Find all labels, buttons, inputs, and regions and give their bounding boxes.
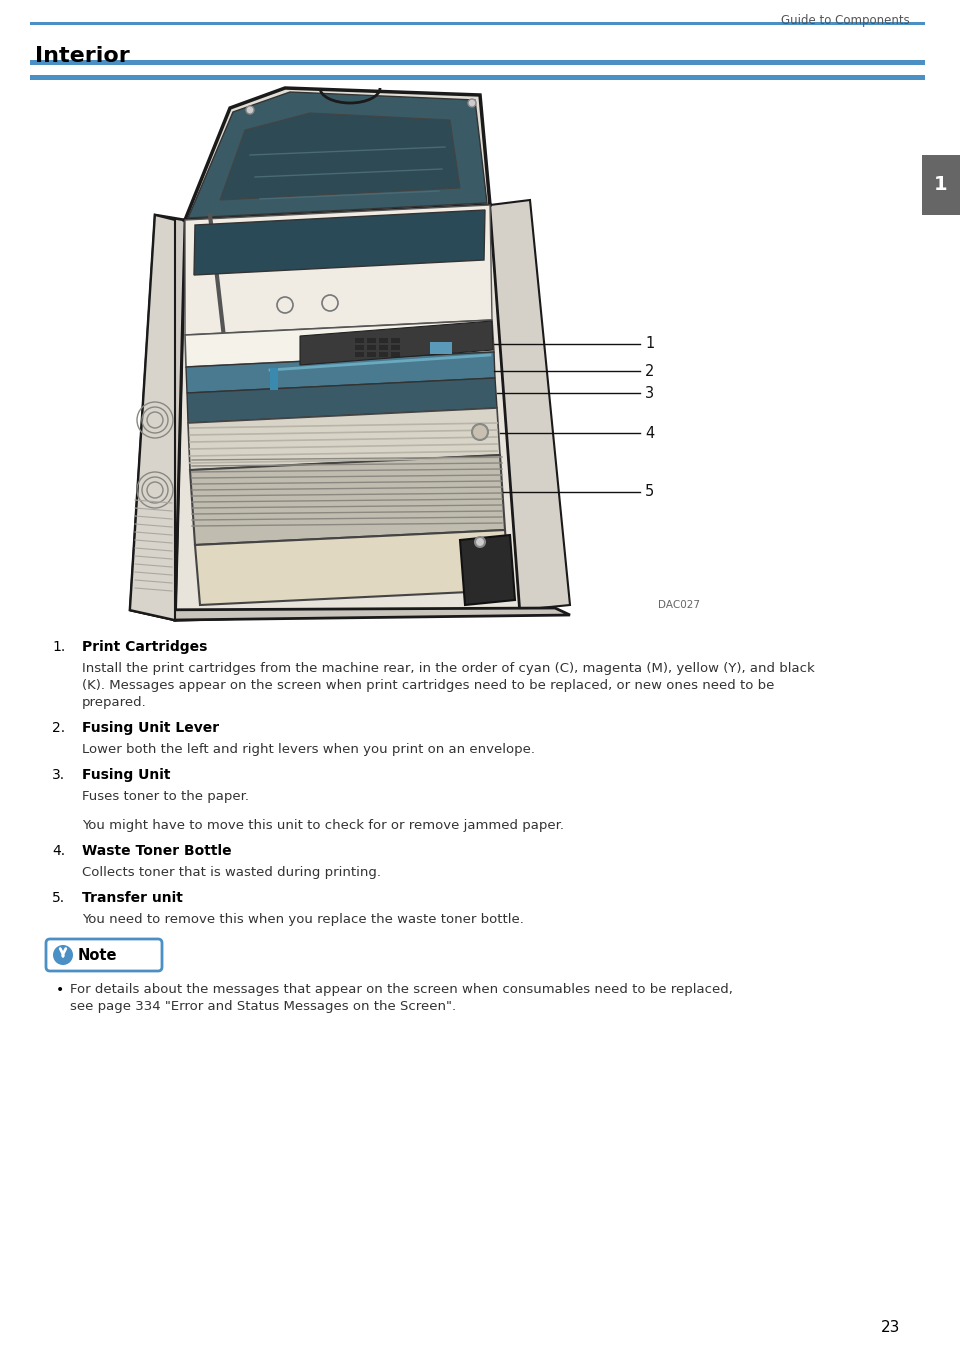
Bar bbox=[355, 339, 364, 343]
Bar bbox=[30, 75, 925, 80]
Text: see page 334 "Error and Status Messages on the Screen".: see page 334 "Error and Status Messages … bbox=[70, 1000, 456, 1013]
Text: •: • bbox=[56, 983, 64, 997]
Polygon shape bbox=[186, 352, 495, 393]
Bar bbox=[30, 22, 925, 24]
Text: Collects toner that is wasted during printing.: Collects toner that is wasted during pri… bbox=[82, 866, 381, 879]
Polygon shape bbox=[185, 205, 492, 335]
Text: 1.: 1. bbox=[52, 641, 65, 654]
Bar bbox=[379, 339, 388, 343]
Text: Interior: Interior bbox=[35, 46, 130, 67]
Text: For details about the messages that appear on the screen when consumables need t: For details about the messages that appe… bbox=[70, 983, 732, 996]
Bar bbox=[355, 345, 364, 350]
Polygon shape bbox=[194, 209, 485, 275]
Polygon shape bbox=[195, 530, 510, 605]
Polygon shape bbox=[490, 200, 570, 611]
Text: (K). Messages appear on the screen when print cartridges need to be replaced, or: (K). Messages appear on the screen when … bbox=[82, 679, 775, 692]
Polygon shape bbox=[188, 408, 500, 471]
Text: 2.: 2. bbox=[52, 721, 65, 734]
Bar bbox=[922, 155, 960, 215]
Text: Transfer unit: Transfer unit bbox=[82, 891, 182, 904]
Polygon shape bbox=[185, 320, 494, 367]
Text: Install the print cartridges from the machine rear, in the order of cyan (C), ma: Install the print cartridges from the ma… bbox=[82, 662, 815, 675]
Bar bbox=[367, 339, 376, 343]
Text: Fusing Unit: Fusing Unit bbox=[82, 768, 171, 782]
Bar bbox=[391, 339, 400, 343]
Text: Note: Note bbox=[78, 948, 117, 963]
Polygon shape bbox=[185, 88, 490, 220]
Polygon shape bbox=[220, 113, 460, 200]
Bar bbox=[379, 345, 388, 350]
Bar bbox=[430, 341, 452, 354]
Text: Waste Toner Bottle: Waste Toner Bottle bbox=[82, 845, 231, 858]
Text: 1: 1 bbox=[645, 336, 655, 351]
Bar bbox=[270, 369, 278, 390]
Text: prepared.: prepared. bbox=[82, 696, 147, 709]
Bar bbox=[367, 345, 376, 350]
Text: DAC027: DAC027 bbox=[658, 600, 700, 611]
Bar bbox=[30, 60, 925, 65]
Polygon shape bbox=[175, 205, 520, 620]
Polygon shape bbox=[190, 456, 505, 545]
Text: 5.: 5. bbox=[52, 891, 65, 904]
Bar bbox=[367, 352, 376, 356]
Text: You need to remove this when you replace the waste toner bottle.: You need to remove this when you replace… bbox=[82, 913, 524, 926]
Text: You might have to move this unit to check for or remove jammed paper.: You might have to move this unit to chec… bbox=[82, 819, 564, 832]
Polygon shape bbox=[460, 534, 515, 605]
Circle shape bbox=[53, 945, 73, 966]
Text: 2: 2 bbox=[645, 363, 655, 378]
Circle shape bbox=[246, 106, 254, 114]
Text: 4.: 4. bbox=[52, 845, 65, 858]
Bar bbox=[391, 345, 400, 350]
Polygon shape bbox=[300, 321, 493, 364]
Text: Print Cartridges: Print Cartridges bbox=[82, 641, 207, 654]
Text: Fuses toner to the paper.: Fuses toner to the paper. bbox=[82, 790, 249, 802]
Text: 23: 23 bbox=[880, 1321, 900, 1336]
Polygon shape bbox=[130, 608, 570, 620]
Polygon shape bbox=[188, 92, 487, 218]
FancyBboxPatch shape bbox=[46, 938, 162, 971]
Circle shape bbox=[472, 424, 488, 441]
Polygon shape bbox=[130, 215, 185, 620]
Circle shape bbox=[475, 537, 485, 547]
Text: Fusing Unit Lever: Fusing Unit Lever bbox=[82, 721, 219, 734]
Text: 1: 1 bbox=[934, 175, 948, 194]
Text: 3: 3 bbox=[645, 385, 654, 400]
Text: Lower both the left and right levers when you print on an envelope.: Lower both the left and right levers whe… bbox=[82, 743, 535, 756]
Text: 3.: 3. bbox=[52, 768, 65, 782]
Bar bbox=[379, 352, 388, 356]
Circle shape bbox=[468, 99, 476, 107]
Polygon shape bbox=[130, 215, 175, 620]
Bar bbox=[391, 352, 400, 356]
Text: 4: 4 bbox=[645, 426, 655, 441]
Text: Guide to Components: Guide to Components bbox=[781, 14, 910, 27]
Bar bbox=[355, 352, 364, 356]
Polygon shape bbox=[187, 378, 497, 423]
Text: 5: 5 bbox=[645, 484, 655, 499]
